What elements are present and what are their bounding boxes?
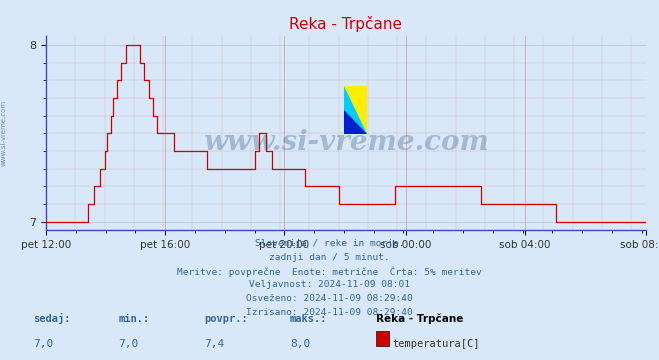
Text: min.:: min.: [119, 314, 150, 324]
Text: Osveženo: 2024-11-09 08:29:40: Osveženo: 2024-11-09 08:29:40 [246, 294, 413, 303]
Text: 8,0: 8,0 [290, 339, 310, 349]
Text: www.si-vreme.com: www.si-vreme.com [0, 100, 7, 166]
Text: Meritve: povprečne  Enote: metrične  Črta: 5% meritev: Meritve: povprečne Enote: metrične Črta:… [177, 267, 482, 277]
Text: 7,0: 7,0 [119, 339, 139, 349]
Text: sedaj:: sedaj: [33, 313, 71, 324]
Text: temperatura[C]: temperatura[C] [392, 339, 480, 349]
Text: 7,0: 7,0 [33, 339, 53, 349]
Text: Veljavnost: 2024-11-09 08:01: Veljavnost: 2024-11-09 08:01 [249, 280, 410, 289]
Polygon shape [344, 86, 367, 134]
Title: Reka - Trpčane: Reka - Trpčane [289, 16, 403, 32]
Text: zadnji dan / 5 minut.: zadnji dan / 5 minut. [269, 253, 390, 262]
Text: www.si-vreme.com: www.si-vreme.com [203, 130, 489, 156]
Polygon shape [344, 110, 367, 134]
Text: povpr.:: povpr.: [204, 314, 248, 324]
Text: Reka - Trpčane: Reka - Trpčane [376, 314, 463, 324]
Text: Slovenija / reke in morje.: Slovenija / reke in morje. [255, 239, 404, 248]
Text: maks.:: maks.: [290, 314, 328, 324]
Text: Izrisano: 2024-11-09 08:29:40: Izrisano: 2024-11-09 08:29:40 [246, 308, 413, 317]
Polygon shape [344, 86, 367, 134]
Text: 7,4: 7,4 [204, 339, 225, 349]
